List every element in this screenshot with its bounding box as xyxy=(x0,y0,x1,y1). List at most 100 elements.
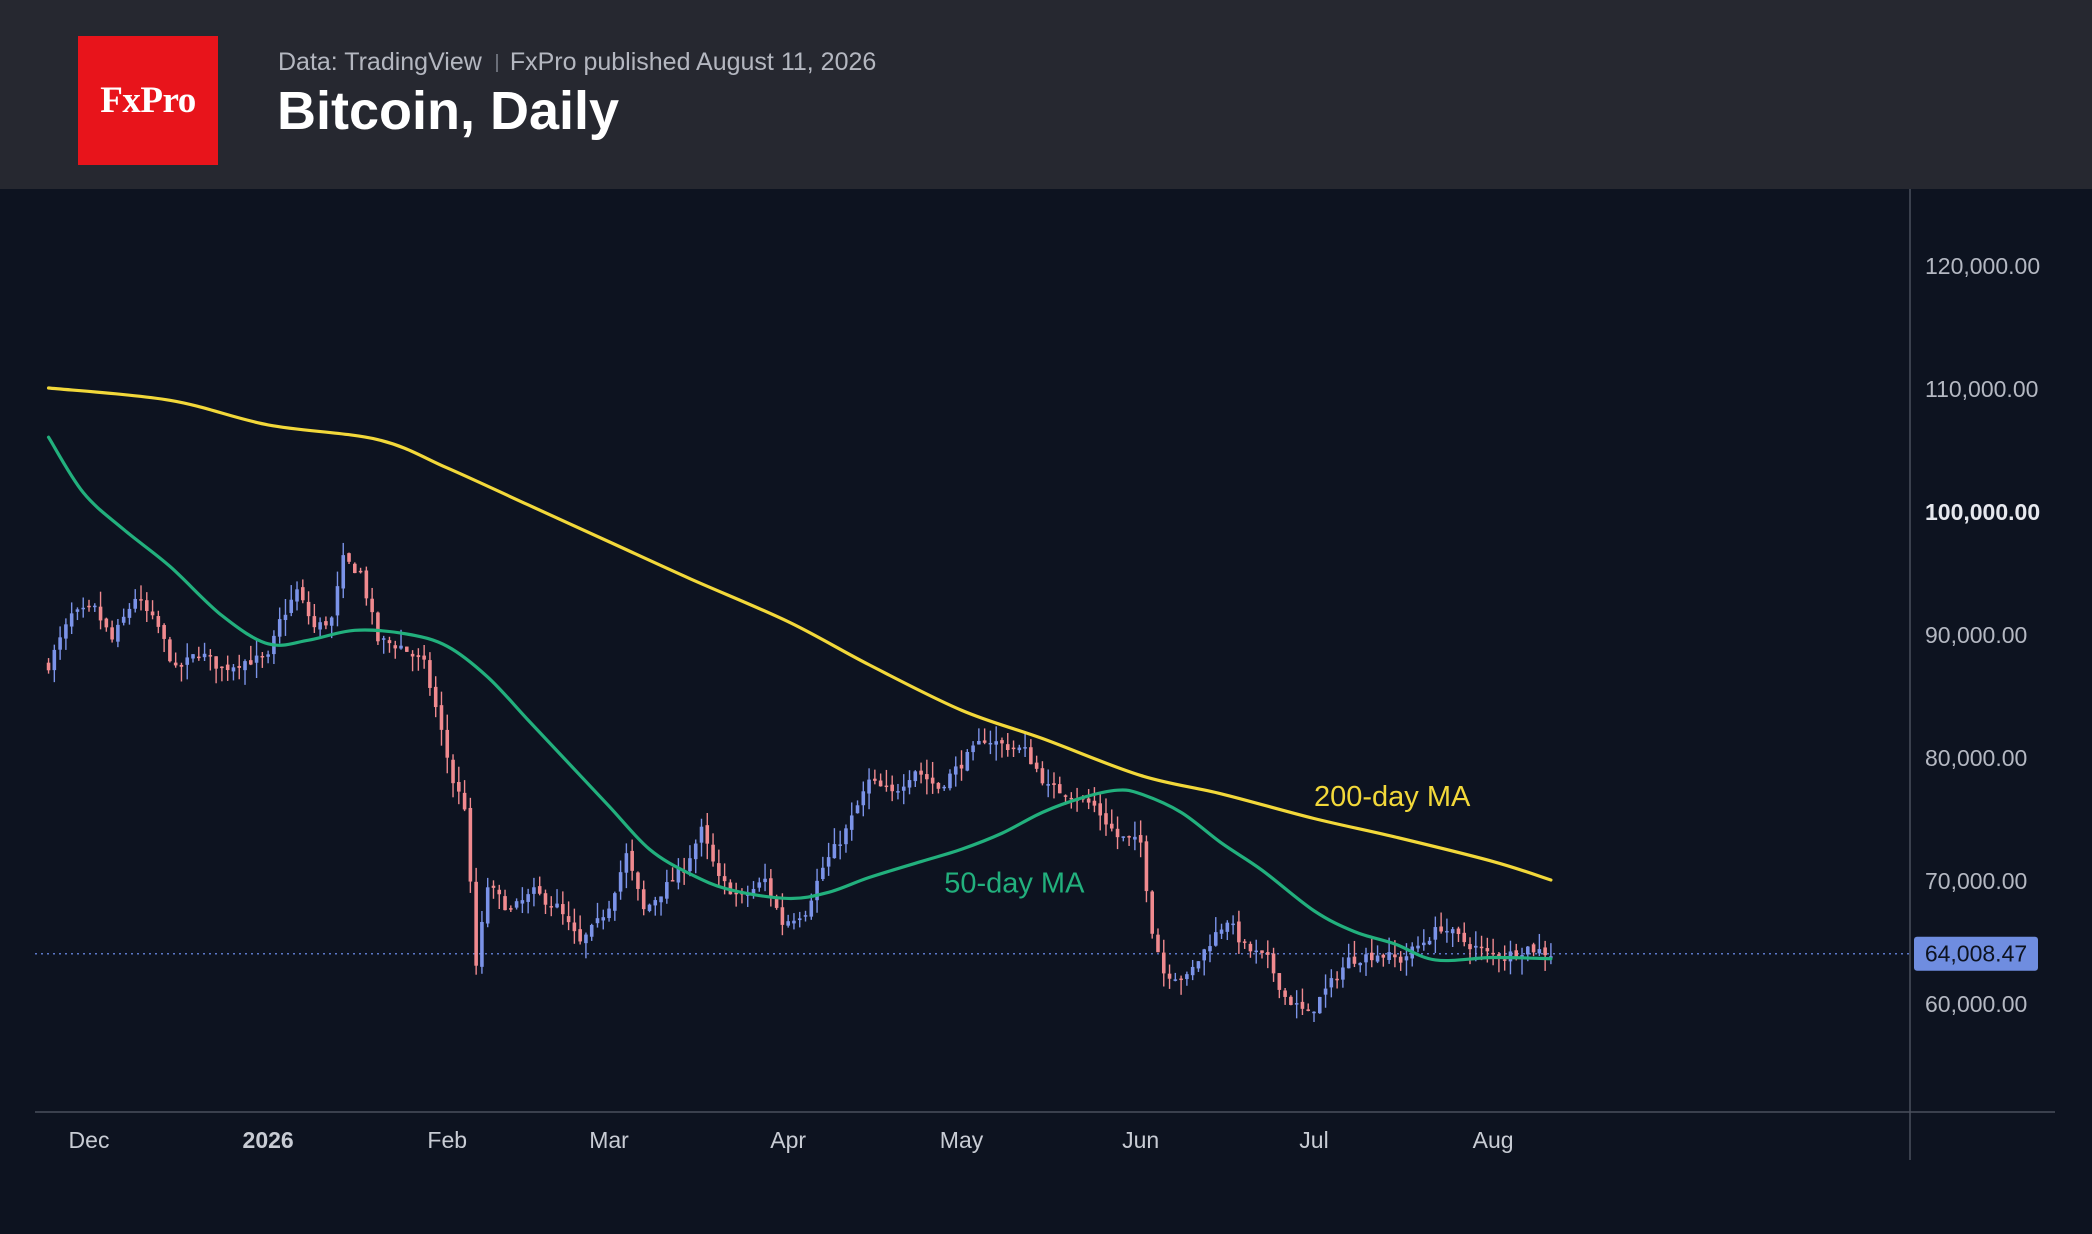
candle xyxy=(867,768,871,810)
candle-body xyxy=(399,645,403,649)
candle-body xyxy=(844,828,848,845)
candle-body xyxy=(358,570,363,573)
candle-body xyxy=(821,867,825,880)
candle xyxy=(641,880,646,916)
candle-body xyxy=(537,886,542,894)
candle-body xyxy=(942,786,946,789)
candle-body xyxy=(144,600,149,611)
candle-body xyxy=(295,589,299,602)
candle xyxy=(1439,912,1443,934)
candle xyxy=(1231,915,1235,935)
candle-body xyxy=(1219,929,1224,934)
candle-body xyxy=(930,777,935,784)
candle xyxy=(566,901,571,931)
candle-body xyxy=(243,661,247,671)
candle xyxy=(451,754,455,798)
candle xyxy=(335,571,340,627)
candle xyxy=(491,880,496,899)
price-chart: 120,000.00 110,000.00 100,000.00 90,000.00 8… xyxy=(0,189,2092,1234)
candle xyxy=(370,587,374,625)
candle-body xyxy=(1398,956,1403,963)
candle-body xyxy=(526,894,530,902)
candle xyxy=(179,662,184,682)
candle xyxy=(485,877,490,928)
candle xyxy=(1445,918,1449,943)
candle-body xyxy=(87,605,91,608)
candle xyxy=(1040,761,1045,786)
candle-body xyxy=(1479,946,1484,949)
candle xyxy=(982,728,987,745)
candle-body xyxy=(1150,891,1154,934)
candle-body xyxy=(763,878,767,883)
candle xyxy=(1329,969,1334,998)
candle xyxy=(468,797,473,893)
candle xyxy=(595,902,600,928)
candle-body xyxy=(607,908,611,919)
candle-body xyxy=(1531,944,1536,953)
candle-body xyxy=(1404,956,1409,961)
candle-body xyxy=(653,900,658,906)
candle xyxy=(1179,975,1183,995)
candle xyxy=(780,893,785,936)
candle xyxy=(69,602,74,635)
candle-body xyxy=(376,612,380,642)
candle xyxy=(711,833,715,867)
candle xyxy=(1104,798,1108,836)
candle xyxy=(769,869,773,907)
candle xyxy=(699,818,704,857)
candle-body xyxy=(462,792,467,810)
candle-body xyxy=(1416,945,1420,949)
candle xyxy=(364,566,369,606)
candle xyxy=(1265,940,1270,969)
candle xyxy=(861,781,866,817)
candle-body xyxy=(873,778,877,781)
candle-body xyxy=(439,705,444,730)
candle-body xyxy=(514,901,519,908)
candle-body xyxy=(1474,945,1478,948)
candle xyxy=(1531,942,1536,957)
candle-body xyxy=(46,662,51,671)
y-tick-label: 70,000.00 xyxy=(1925,868,2027,894)
candle xyxy=(1358,962,1363,973)
candle-body xyxy=(301,587,305,601)
candle-body xyxy=(231,667,236,672)
candle xyxy=(936,782,941,794)
candle-body xyxy=(468,807,473,882)
logo-text: FxPro xyxy=(100,80,196,121)
candle-body xyxy=(867,779,871,794)
candle-body xyxy=(509,908,513,910)
candle-body xyxy=(988,742,993,745)
candle xyxy=(901,774,906,805)
series-annotation: 200-day MA xyxy=(1314,781,1471,813)
candle-body xyxy=(1433,927,1438,940)
candle-body xyxy=(191,654,195,659)
candle xyxy=(509,905,513,913)
candle xyxy=(208,649,213,671)
candle xyxy=(156,610,161,634)
candle-body xyxy=(982,740,987,743)
candle xyxy=(1017,744,1022,754)
candle xyxy=(1549,943,1553,965)
candle-body xyxy=(1034,762,1039,769)
candle xyxy=(838,830,842,860)
candle xyxy=(289,585,294,617)
candle-body xyxy=(162,625,166,639)
candle xyxy=(306,591,311,625)
candle xyxy=(168,636,172,663)
candle-body xyxy=(1260,950,1264,953)
candle xyxy=(1306,1003,1311,1012)
candle-body xyxy=(1323,988,1328,995)
candle-body xyxy=(1364,954,1368,963)
candle xyxy=(46,658,51,674)
candle-body xyxy=(318,622,322,630)
candle xyxy=(422,645,426,669)
candle-body xyxy=(1115,828,1120,838)
candle xyxy=(121,608,126,626)
candle-body xyxy=(1202,949,1207,961)
candle xyxy=(243,659,247,685)
candle-body xyxy=(780,907,785,925)
candle-body xyxy=(670,880,675,882)
candle-body xyxy=(451,759,455,784)
candle-body xyxy=(81,607,86,610)
candle-body xyxy=(936,782,941,789)
